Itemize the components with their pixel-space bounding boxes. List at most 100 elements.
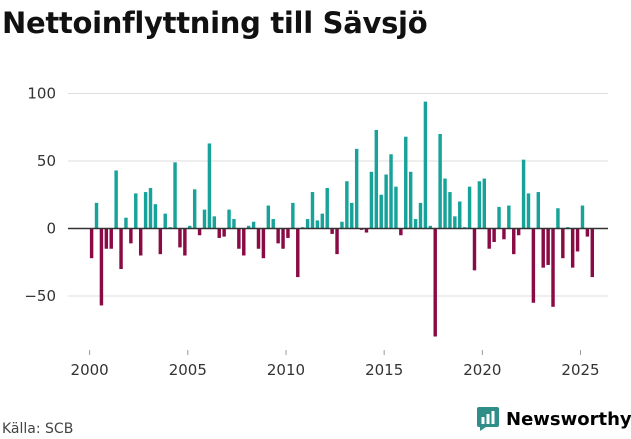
x-tick-label: 2025 bbox=[561, 361, 599, 379]
bar bbox=[570, 228, 575, 268]
bar bbox=[521, 159, 526, 229]
bar bbox=[237, 228, 241, 249]
bar bbox=[384, 174, 388, 229]
bar bbox=[99, 228, 104, 306]
bar bbox=[433, 228, 437, 337]
bar bbox=[330, 228, 334, 234]
bar bbox=[394, 186, 398, 229]
bar bbox=[251, 221, 256, 229]
bar bbox=[217, 228, 221, 238]
x-tick-label: 2010 bbox=[267, 361, 305, 379]
bar bbox=[114, 170, 118, 229]
bar bbox=[379, 194, 383, 229]
bar bbox=[310, 192, 315, 229]
bar bbox=[531, 228, 536, 303]
bar bbox=[551, 228, 555, 307]
bar bbox=[487, 228, 491, 249]
bar bbox=[458, 201, 462, 229]
bar bbox=[364, 228, 369, 233]
bar bbox=[482, 178, 487, 229]
bar bbox=[590, 228, 595, 278]
bar bbox=[561, 228, 565, 259]
bar bbox=[178, 228, 182, 248]
bar bbox=[556, 208, 560, 229]
bar bbox=[428, 225, 433, 229]
bar bbox=[585, 228, 590, 237]
source-note: Källa: SCB bbox=[2, 421, 74, 437]
bar bbox=[222, 228, 226, 237]
bar bbox=[104, 228, 109, 249]
x-tick-label: 2015 bbox=[365, 361, 403, 379]
bar bbox=[443, 178, 447, 229]
bar bbox=[197, 228, 202, 236]
bar-series bbox=[89, 101, 595, 337]
bar bbox=[516, 228, 521, 236]
bar bbox=[541, 228, 545, 268]
x-tick-label: 2000 bbox=[71, 361, 109, 379]
y-axis-ticks: −50 0 50 100 bbox=[24, 85, 56, 306]
bar bbox=[94, 202, 99, 229]
bar bbox=[207, 143, 212, 229]
bar bbox=[188, 225, 192, 229]
bar bbox=[261, 228, 266, 259]
y-tick-label: 50 bbox=[37, 152, 56, 170]
bar bbox=[202, 209, 207, 229]
bar bbox=[246, 225, 251, 229]
bar bbox=[467, 186, 472, 229]
bar bbox=[124, 217, 128, 229]
bar bbox=[242, 228, 246, 256]
bar bbox=[183, 228, 187, 256]
bar bbox=[325, 188, 329, 229]
bar-chart-icon bbox=[477, 407, 499, 431]
bar bbox=[546, 228, 550, 265]
y-tick-label: 0 bbox=[46, 220, 56, 238]
chart-title: Nettoinflyttning till Sävsjö bbox=[2, 6, 428, 40]
bar bbox=[399, 228, 403, 236]
bar bbox=[138, 228, 143, 256]
bar bbox=[129, 228, 133, 244]
bar bbox=[281, 228, 285, 249]
bar bbox=[580, 205, 585, 229]
bar bbox=[163, 213, 167, 229]
grid-lines bbox=[68, 93, 608, 297]
bar bbox=[354, 148, 359, 229]
bar bbox=[192, 189, 197, 229]
bar bbox=[453, 216, 457, 229]
bar bbox=[438, 134, 442, 229]
bar bbox=[143, 192, 148, 229]
y-tick-label: −50 bbox=[24, 287, 56, 305]
bar bbox=[276, 228, 280, 244]
bar bbox=[266, 205, 271, 229]
bar bbox=[477, 181, 482, 229]
bar bbox=[497, 206, 501, 229]
bar bbox=[134, 193, 138, 229]
bar bbox=[320, 213, 325, 229]
bar bbox=[153, 204, 158, 229]
bar bbox=[296, 228, 300, 278]
bar bbox=[374, 129, 379, 229]
x-tick-label: 2005 bbox=[169, 361, 207, 379]
x-axis-ticks: 2000 2005 2010 2015 2020 2025 bbox=[71, 350, 600, 379]
bar bbox=[89, 228, 94, 259]
bar bbox=[256, 228, 261, 249]
bar bbox=[413, 219, 418, 229]
bar bbox=[536, 192, 541, 229]
bar bbox=[173, 162, 177, 229]
bar bbox=[212, 216, 217, 229]
bar bbox=[526, 193, 531, 229]
bar bbox=[408, 171, 413, 229]
bar bbox=[291, 202, 295, 229]
bar bbox=[335, 228, 339, 255]
bar bbox=[502, 228, 506, 240]
brand-logo[interactable]: Newsworthy bbox=[476, 406, 631, 432]
bar bbox=[271, 219, 275, 229]
bar bbox=[305, 219, 310, 229]
bar bbox=[109, 228, 113, 249]
bar bbox=[158, 228, 163, 255]
bar bbox=[340, 221, 344, 229]
bar bbox=[286, 228, 290, 238]
bar bbox=[418, 202, 423, 229]
bar bbox=[423, 101, 428, 229]
bar bbox=[227, 209, 231, 229]
